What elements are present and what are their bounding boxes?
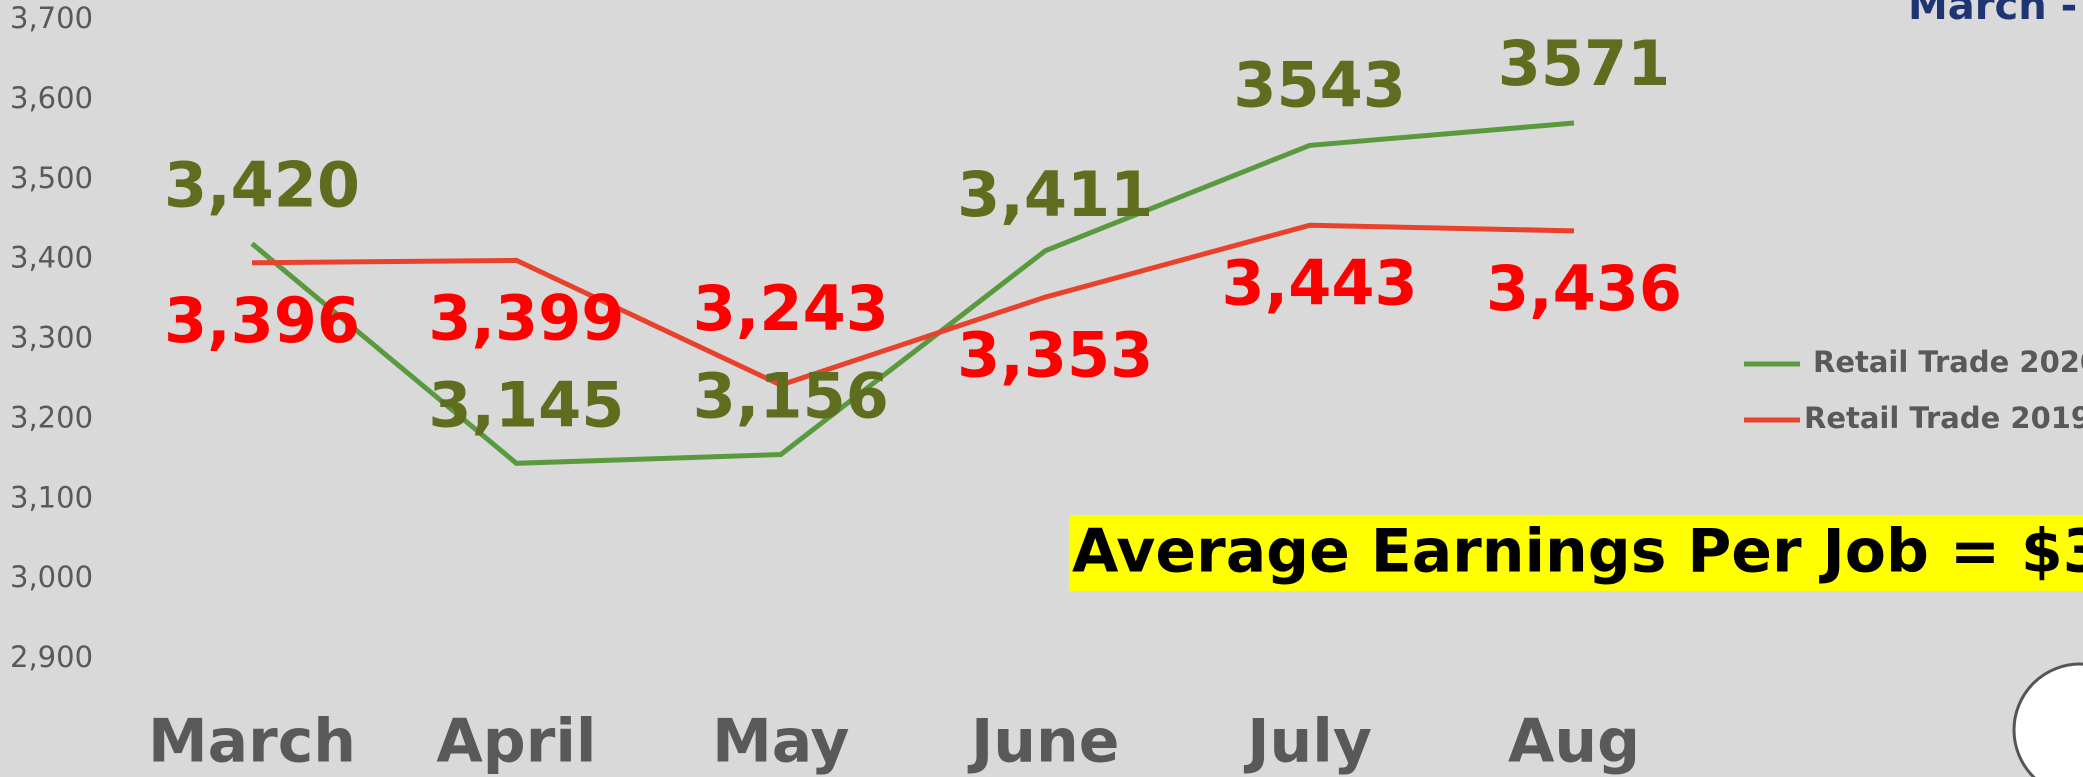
data-label: 3571 [1498, 27, 1671, 100]
y-tick-label: 3,600 [10, 81, 93, 115]
data-label: 3,443 [1222, 246, 1418, 319]
annotation-box [1069, 515, 2083, 591]
data-label: 3,145 [428, 368, 624, 441]
x-tick-label: Aug [1508, 707, 1640, 777]
data-label: 3,399 [428, 282, 624, 355]
y-tick-label: 3,000 [10, 560, 93, 594]
data-label: 3,436 [1486, 252, 1682, 325]
legend-label: Retail Trade 2020 [1813, 345, 2083, 379]
y-tick-label: 3,500 [10, 161, 93, 195]
x-tick-label: April [436, 707, 596, 777]
logo [2012, 662, 2083, 777]
x-tick-label: May [712, 707, 849, 777]
line [251, 222, 1575, 388]
x-tick-label: July [1243, 707, 1372, 777]
data-label: 3543 [1233, 48, 1406, 121]
y-tick-label: 2,900 [10, 640, 93, 674]
y-tick-label: 3,200 [10, 400, 93, 434]
x-tick-label: March [148, 707, 356, 777]
data-label: 3,420 [164, 149, 360, 222]
line [250, 120, 1575, 466]
x-tick-label: June [967, 707, 1119, 777]
y-tick-label: 3,700 [10, 1, 93, 35]
y-tick-label: 3,100 [10, 480, 93, 514]
data-label: 3,411 [957, 158, 1153, 231]
y-tick-label: 3,400 [10, 241, 93, 275]
data-label: 3,156 [693, 360, 889, 433]
data-label: 3,396 [164, 284, 360, 357]
y-tick-label: 3,300 [10, 321, 93, 355]
data-label: 3,353 [957, 318, 1153, 391]
annotation: Average Earnings Per Job = $38, [1072, 517, 2083, 587]
data-label: 3,243 [693, 272, 889, 345]
legend-label: Retail Trade 2019 [1804, 401, 2083, 435]
chart-title: March - [1908, 0, 2077, 29]
